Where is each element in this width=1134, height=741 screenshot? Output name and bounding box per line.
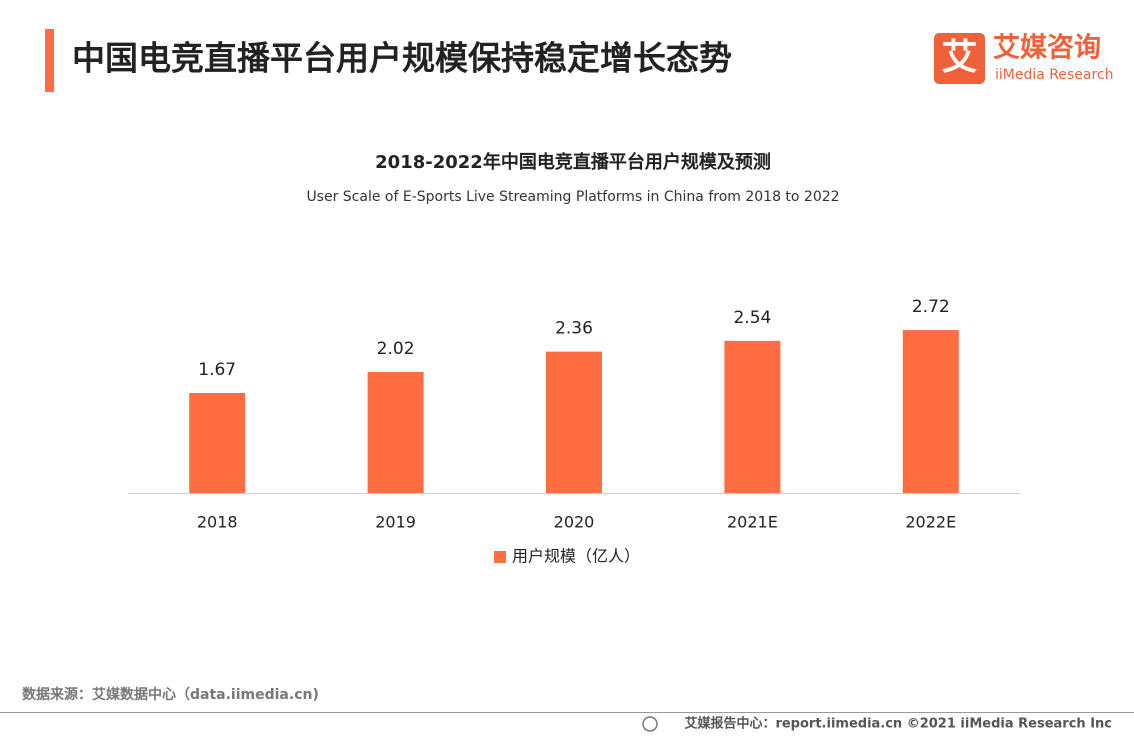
chart-subtitle: User Scale of E-Sports Live Streaming Pl… bbox=[306, 189, 839, 205]
chart-title: 2018-2022年中国电竞直播平台用户规模及预测 bbox=[375, 151, 771, 173]
value-label: 2.72 bbox=[912, 297, 950, 317]
value-label: 2.02 bbox=[377, 339, 415, 359]
value-label: 1.67 bbox=[198, 360, 236, 380]
credit: 艾媒报告中心：report.iimedia.cn ©2021 iiMedia R… bbox=[684, 716, 1112, 732]
page-title: 中国电竞直播平台用户规模保持稳定增长态势 bbox=[72, 39, 732, 78]
x-tick-label: 2018 bbox=[197, 513, 238, 532]
bar bbox=[189, 392, 246, 493]
x-tick-label: 2022E bbox=[905, 513, 956, 532]
value-label: 2.54 bbox=[733, 308, 771, 328]
bar bbox=[367, 372, 424, 493]
x-tick-label: 2020 bbox=[554, 513, 595, 532]
logo-icon: 艾 bbox=[941, 37, 977, 78]
bar bbox=[546, 351, 602, 493]
bar bbox=[724, 340, 781, 493]
logo-cn: 艾媒咨询 bbox=[993, 32, 1101, 64]
legend-label: 用户规模（亿人） bbox=[512, 547, 640, 566]
footer-icon bbox=[642, 716, 658, 732]
source: 数据来源：艾媒数据中心（data.iimedia.cn) bbox=[22, 686, 319, 703]
legend-swatch bbox=[494, 551, 506, 563]
logo-en: iiMedia Research bbox=[995, 67, 1114, 83]
logo-icon-bg bbox=[934, 33, 985, 84]
x-tick-label: 2021E bbox=[727, 513, 778, 532]
bar bbox=[902, 330, 959, 493]
title-accent bbox=[45, 29, 54, 92]
value-label: 2.36 bbox=[555, 319, 593, 339]
x-tick-label: 2019 bbox=[375, 513, 416, 532]
